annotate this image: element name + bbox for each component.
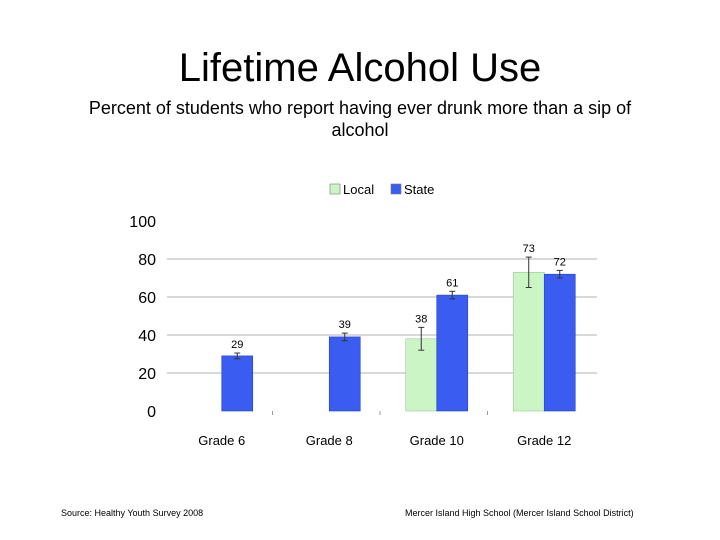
y-tick-label: 60 — [138, 290, 156, 307]
data-label: 61 — [446, 277, 458, 289]
chart-subtitle: Percent of students who report having ev… — [88, 98, 632, 140]
y-tick-label: 20 — [138, 366, 156, 383]
legend-label-local: Local — [343, 182, 374, 197]
chart-title: Lifetime Alcohol Use — [178, 46, 542, 90]
legend-label-state: State — [404, 182, 434, 197]
state-bar — [328, 336, 361, 412]
y-tick-label: 0 — [147, 404, 156, 421]
x-tick-label: Grade 10 — [410, 433, 464, 448]
data-label: 73 — [523, 243, 535, 255]
state-bar — [436, 294, 469, 412]
data-label: 29 — [231, 339, 243, 351]
x-tick-label: Grade 8 — [306, 433, 353, 448]
x-tick-label: Grade 12 — [517, 433, 571, 448]
state-bar — [543, 273, 576, 412]
data-label: 39 — [339, 319, 351, 331]
state-bar — [221, 355, 254, 412]
local-bar — [512, 271, 545, 412]
legend-swatch-state — [390, 183, 402, 195]
y-tick-label: 100 — [129, 214, 156, 231]
y-tick-label: 80 — [138, 252, 156, 269]
data-label: 38 — [415, 313, 427, 325]
legend-swatch-local — [329, 183, 341, 195]
x-tick-label: Grade 6 — [198, 433, 245, 448]
institution-note: Mercer Island High School (Mercer Island… — [405, 508, 634, 518]
y-tick-label: 40 — [138, 328, 156, 345]
source-note: Source: Healthy Youth Survey 2008 — [61, 508, 204, 518]
data-label: 72 — [554, 256, 566, 268]
